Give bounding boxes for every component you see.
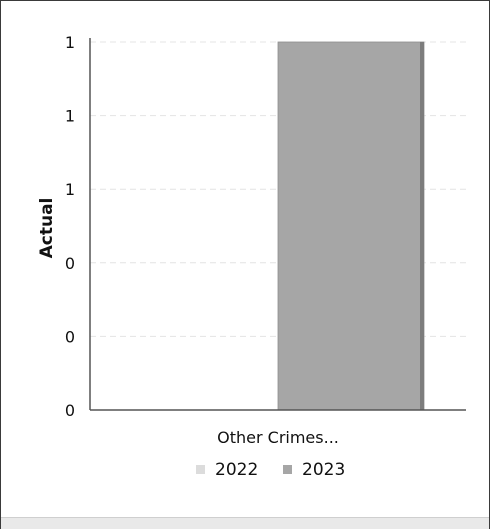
y-tick-label: 1 — [65, 33, 75, 52]
legend: 2022 2023 — [196, 460, 345, 480]
legend-label-2022: 2022 — [215, 460, 258, 480]
bar-edge-shade — [420, 42, 424, 410]
chart-bottom-bar — [1, 517, 489, 529]
y-tick-label: 1 — [65, 180, 75, 199]
y-tick-label: 0 — [65, 254, 75, 273]
y-tick-labels: 0 0 0 1 1 1 — [65, 33, 75, 420]
x-category-label: Other Crimes... — [217, 428, 339, 447]
legend-swatch-2022 — [196, 465, 205, 474]
legend-label-2023: 2023 — [302, 460, 345, 480]
y-axis-label: Actual — [37, 198, 57, 259]
x-category-labels: Other Crimes... — [217, 428, 339, 447]
y-tick-label: 1 — [65, 107, 75, 126]
bar-2023 — [277, 41, 425, 411]
legend-swatch-2023 — [283, 465, 292, 474]
bars — [277, 41, 425, 411]
y-tick-label: 0 — [65, 327, 75, 346]
y-tick-label: 0 — [65, 401, 75, 420]
